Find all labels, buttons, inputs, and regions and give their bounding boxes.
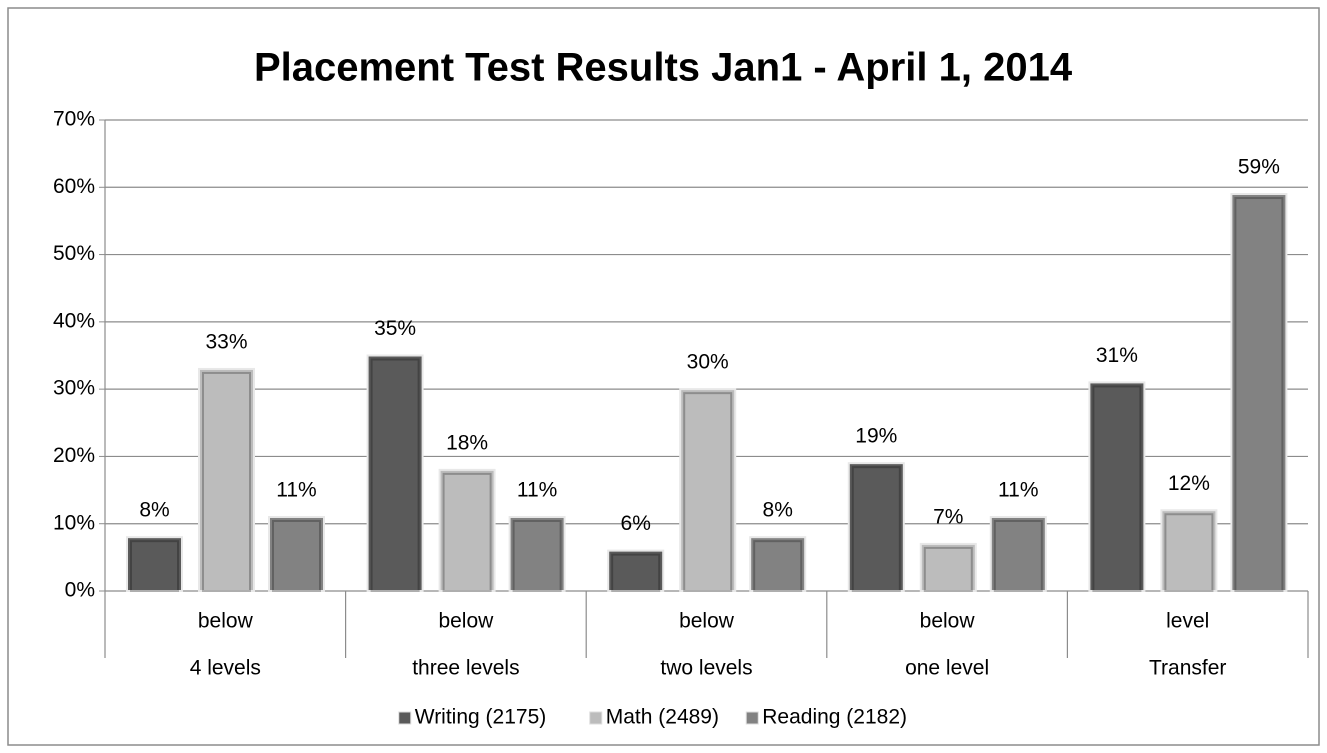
x-tick-label: level (1166, 610, 1209, 633)
bar-bevel (130, 540, 179, 593)
value-label: 19% (855, 425, 897, 448)
bar (989, 515, 1047, 592)
y-tick-label: 40% (53, 309, 95, 332)
bar-bevel (202, 371, 251, 593)
bar-bevel (370, 358, 420, 592)
bar (847, 462, 905, 592)
x-tick-label: below (679, 610, 735, 633)
bar (1160, 509, 1218, 592)
x-tick-label: one level (905, 657, 989, 680)
value-label: 11% (276, 479, 316, 502)
value-label: 6% (621, 512, 651, 535)
bar (1088, 381, 1146, 592)
bar-bevel (1164, 513, 1214, 592)
y-tick-label: 20% (53, 444, 95, 467)
bar-bevel (611, 553, 661, 593)
value-label: 12% (1168, 472, 1210, 495)
x-tick-label: below (198, 610, 254, 633)
bar-bevel (993, 519, 1043, 592)
y-tick-label: 30% (53, 377, 95, 400)
bar (919, 542, 977, 593)
bar (126, 536, 183, 593)
x-tick-label: below (920, 610, 976, 633)
legend-label: Math (2489) (606, 706, 719, 729)
bar-bevel (442, 472, 492, 592)
legend-swatch (589, 711, 603, 725)
y-tick-label: 10% (53, 511, 95, 534)
bar-bevel (1092, 385, 1142, 592)
bar (438, 468, 496, 592)
x-tick-label: three levels (412, 657, 519, 680)
value-label: 11% (998, 479, 1038, 502)
x-tick-label: below (438, 610, 494, 633)
legend-swatch (745, 711, 759, 725)
bar-bevel (923, 546, 973, 593)
y-tick-label: 0% (65, 579, 95, 602)
value-label: 7% (933, 505, 963, 528)
value-label: 18% (446, 431, 488, 454)
bar-bevel (512, 519, 562, 592)
bar-bevel (851, 466, 901, 592)
value-label: 8% (763, 499, 793, 522)
x-tick-label: Transfer (1149, 657, 1226, 680)
bar (508, 515, 566, 592)
bar-bevel (753, 540, 803, 593)
bar (749, 536, 807, 593)
legend-label: Writing (2175) (415, 706, 547, 729)
bar (198, 367, 255, 593)
legend-swatch (398, 711, 412, 725)
bar-bevel (272, 519, 321, 592)
value-label: 59% (1238, 156, 1280, 179)
x-tick-label: 4 levels (190, 657, 261, 680)
legend-label: Reading (2182) (762, 706, 907, 729)
bar (366, 354, 424, 592)
y-tick-label: 70% (53, 108, 95, 131)
value-label: 35% (374, 317, 416, 340)
bar (679, 388, 737, 592)
bar (268, 515, 325, 592)
y-tick-label: 50% (53, 242, 95, 265)
chart-title: Placement Test Results Jan1 - April 1, 2… (254, 46, 1073, 90)
value-label: 31% (1096, 344, 1138, 367)
bar (1230, 193, 1288, 592)
bar-bevel (1234, 197, 1284, 592)
value-label: 11% (517, 479, 557, 502)
bar (607, 549, 665, 593)
x-tick-label: two levels (660, 657, 752, 680)
value-label: 8% (139, 499, 169, 522)
bar-bevel (683, 392, 733, 592)
value-label: 33% (205, 331, 247, 354)
value-label: 30% (687, 351, 729, 374)
y-tick-label: 60% (53, 175, 95, 198)
